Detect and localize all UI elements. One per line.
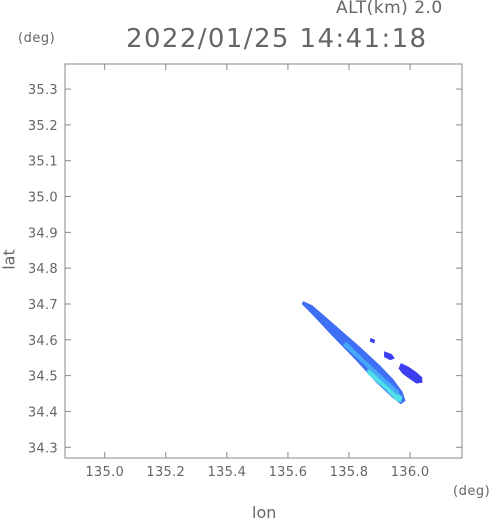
y-tick-label: 34.4 (28, 405, 58, 420)
echo-cyan-core (367, 368, 403, 403)
y-tick-label: 35.0 (28, 191, 58, 206)
x-axis-label: lon (252, 503, 277, 522)
echo-east-cell (398, 363, 423, 384)
tick-layer: 135.0 135.2 135.4 135.6 135.8 136.0 34.3 34.4 34… (28, 64, 462, 480)
y-tick-label: 34.8 (28, 262, 58, 277)
echo-layer (301, 301, 423, 405)
x-tick-label: 135.4 (207, 465, 246, 480)
y-tick-label: 35.1 (28, 155, 58, 170)
y-tick-label: 35.2 (28, 119, 58, 134)
plot-frame (64, 63, 463, 459)
x-tick-label: 135.8 (330, 465, 369, 480)
x-tick-label: 135.6 (269, 465, 308, 480)
x-tick-label: 136.0 (391, 465, 430, 480)
y-tick-label: 34.9 (28, 226, 58, 241)
echo-light-band (342, 341, 400, 396)
altitude-label: ALT(km) 2.0 (336, 0, 443, 18)
y-tick-label: 34.3 (28, 441, 58, 456)
y-tick-label: 34.5 (28, 370, 58, 385)
x-tick-label: 135.0 (85, 465, 124, 480)
echo-small-cell-b (369, 338, 375, 344)
y-unit-label: (deg) (18, 31, 56, 46)
echo-small-cell-a (384, 351, 395, 361)
x-tick-label: 135.2 (146, 465, 185, 480)
y-tick-label: 35.3 (28, 83, 58, 98)
x-unit-label: (deg) (453, 484, 491, 499)
y-tick-label: 34.6 (28, 334, 58, 349)
chart-title: 2022/01/25 14:41:18 (126, 24, 428, 54)
y-tick-label: 34.7 (28, 298, 58, 313)
